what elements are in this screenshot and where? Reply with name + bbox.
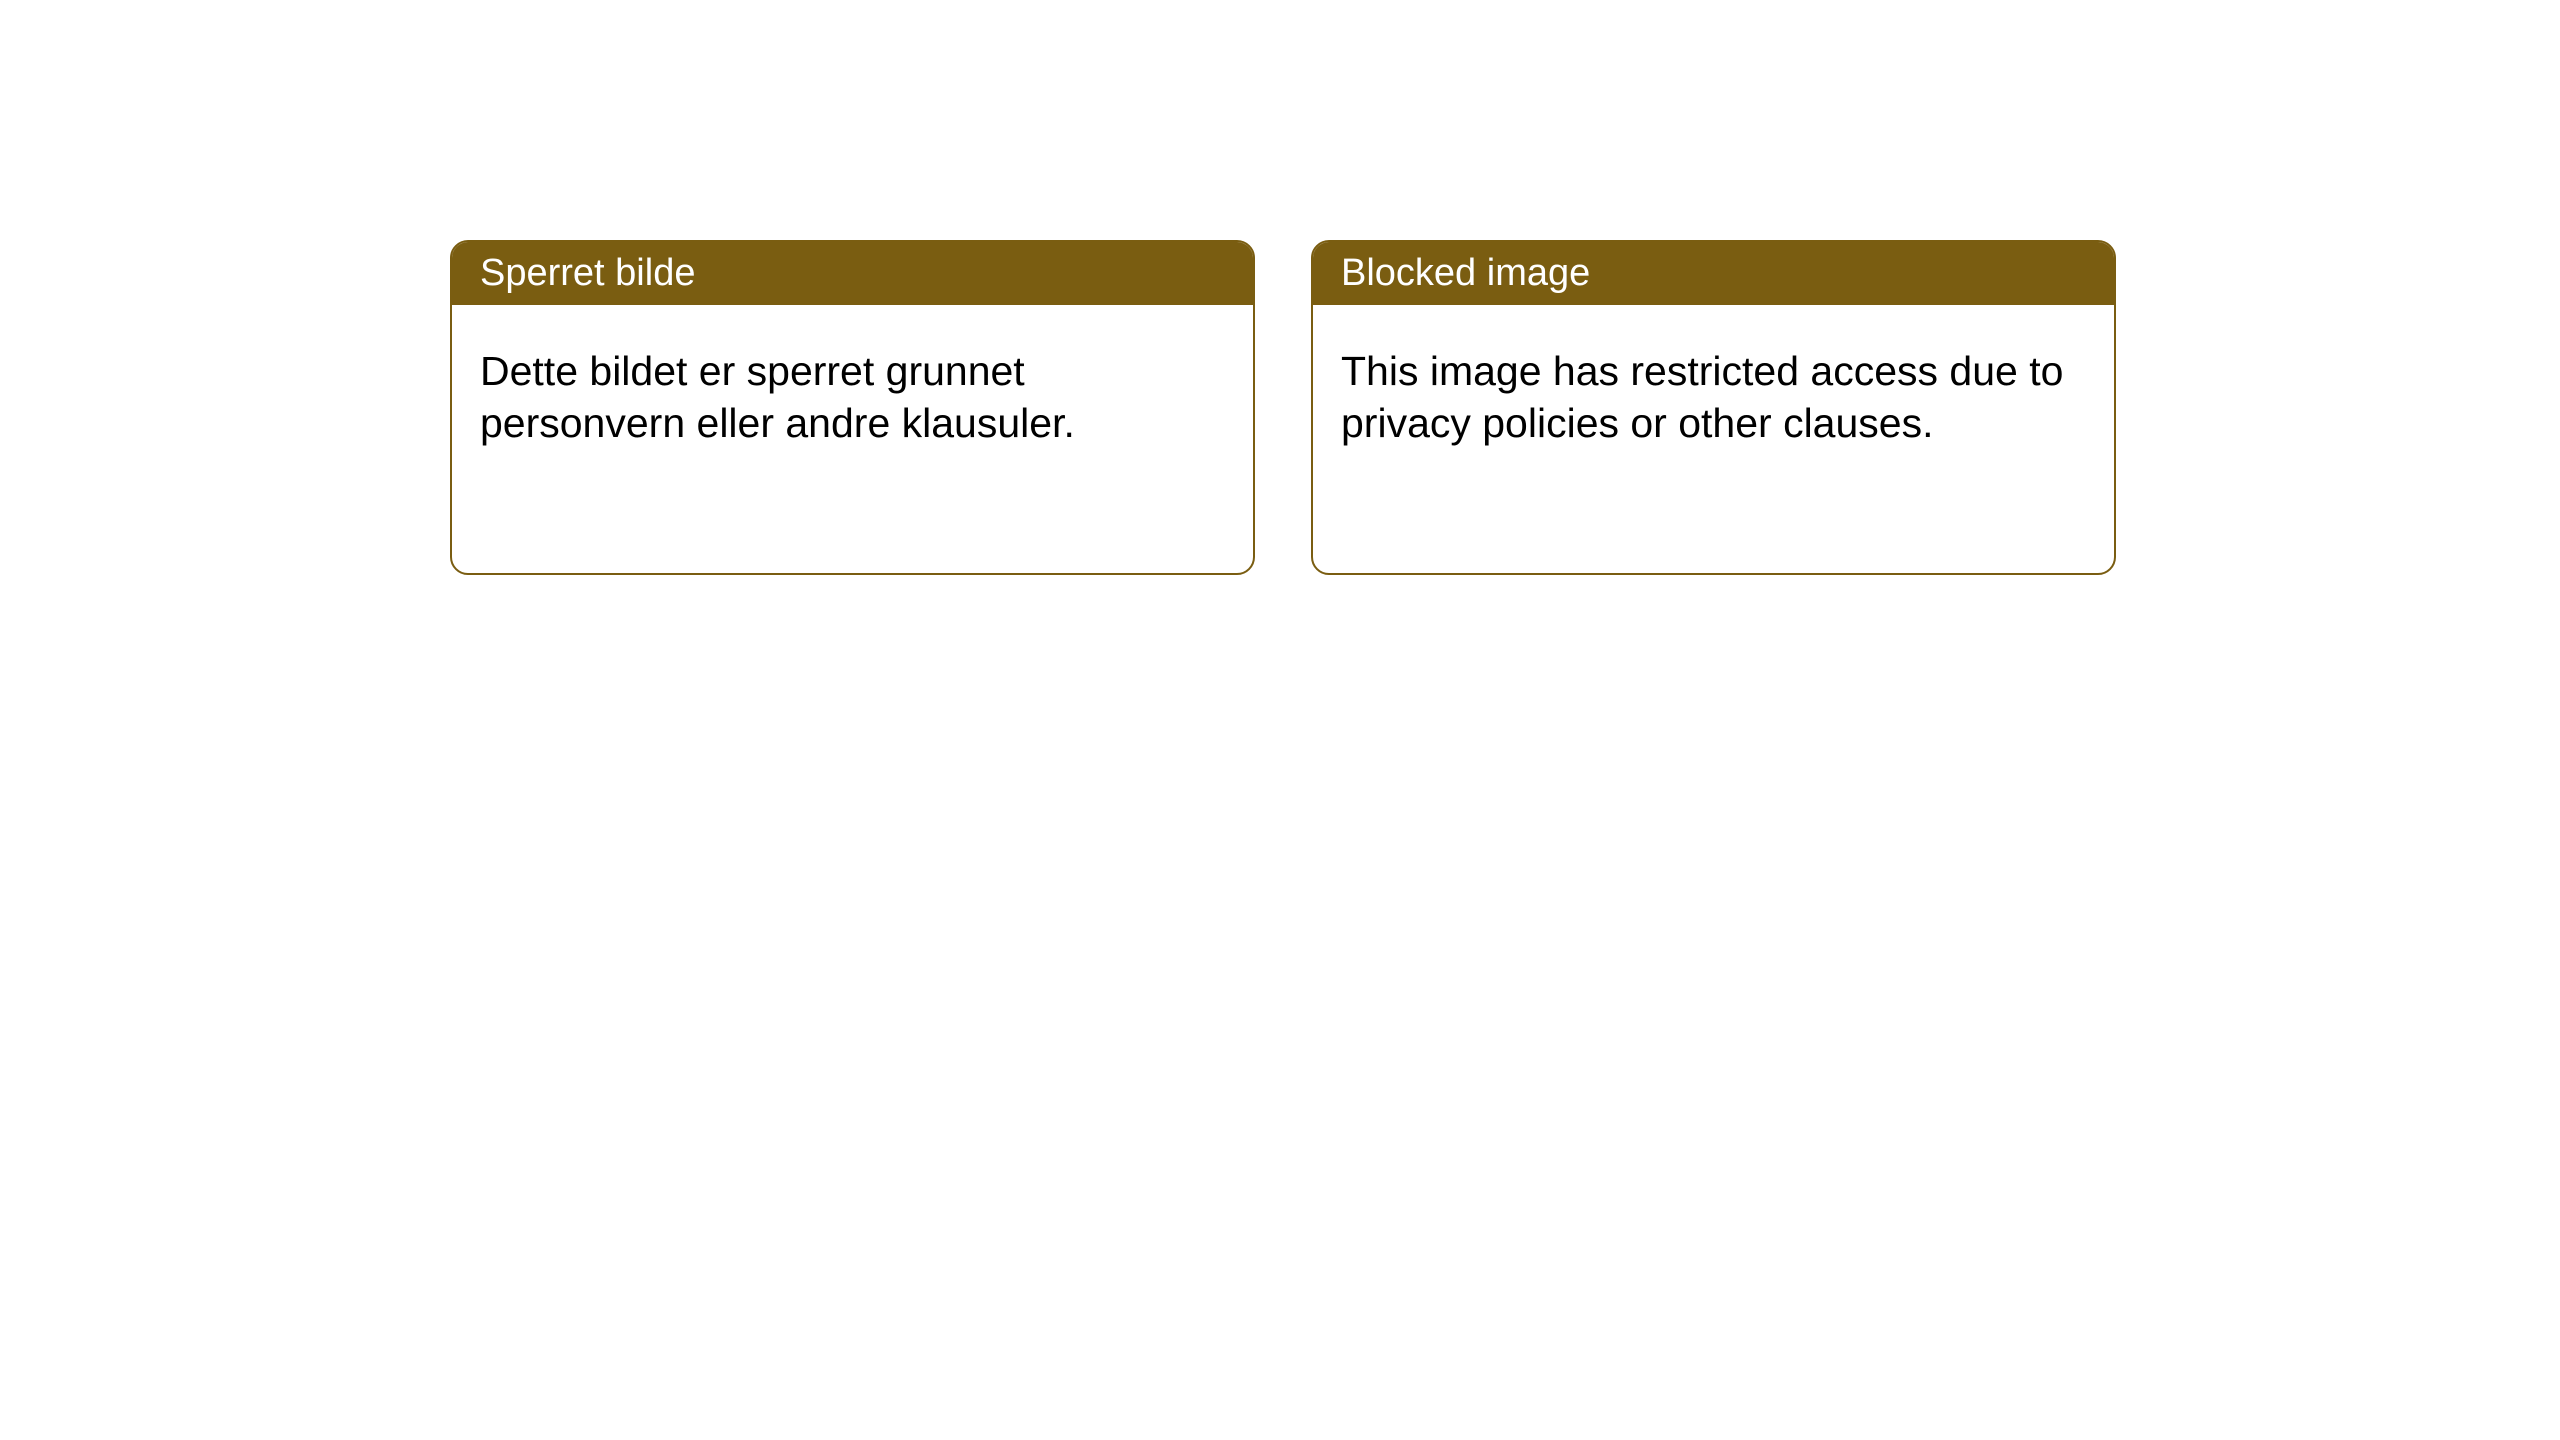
card-title: Blocked image [1341, 252, 1590, 294]
card-title: Sperret bilde [480, 252, 695, 294]
card-header: Blocked image [1313, 242, 2114, 305]
notice-card-english: Blocked image This image has restricted … [1311, 240, 2116, 575]
notice-container: Sperret bilde Dette bildet er sperret gr… [0, 0, 2560, 575]
card-body: This image has restricted access due to … [1313, 305, 2114, 490]
card-body-text: Dette bildet er sperret grunnet personve… [480, 348, 1075, 446]
card-body-text: This image has restricted access due to … [1341, 348, 2063, 446]
card-body: Dette bildet er sperret grunnet personve… [452, 305, 1253, 490]
notice-card-norwegian: Sperret bilde Dette bildet er sperret gr… [450, 240, 1255, 575]
card-header: Sperret bilde [452, 242, 1253, 305]
